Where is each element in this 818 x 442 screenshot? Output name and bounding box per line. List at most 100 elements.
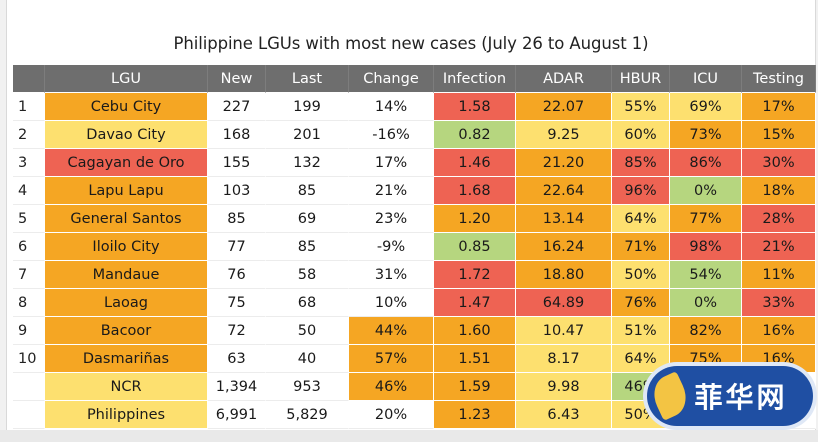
header-change: Change — [349, 65, 434, 93]
cell-lgu: Lapu Lapu — [45, 177, 208, 205]
cell-testing: 28% — [742, 205, 816, 233]
cell-testing: 21% — [742, 233, 816, 261]
cell-icu: 86% — [670, 149, 742, 177]
cell-infection: 1.46 — [434, 149, 516, 177]
cell-lgu: General Santos — [45, 205, 208, 233]
cell-new: 85 — [208, 205, 266, 233]
cell-new: 168 — [208, 121, 266, 149]
cell-icu: 98% — [670, 233, 742, 261]
cell-icu: 69% — [670, 93, 742, 121]
cell-last: 201 — [266, 121, 349, 149]
cell-adar: 13.14 — [516, 205, 612, 233]
header-adar: ADAR — [516, 65, 612, 93]
cell-adar: 6.43 — [516, 401, 612, 429]
cell-adar: 22.64 — [516, 177, 612, 205]
cell-hbur: 55% — [612, 93, 670, 121]
cell-index: 8 — [13, 289, 45, 317]
cell-infection: 1.47 — [434, 289, 516, 317]
cell-infection: 1.60 — [434, 317, 516, 345]
cell-hbur: 96% — [612, 177, 670, 205]
cell-infection: 0.85 — [434, 233, 516, 261]
cell-infection: 0.82 — [434, 121, 516, 149]
cell-index — [13, 401, 45, 429]
cell-hbur: 64% — [612, 205, 670, 233]
cell-lgu: Davao City — [45, 121, 208, 149]
cell-hbur: 71% — [612, 233, 670, 261]
cell-change: 57% — [349, 345, 434, 373]
cell-infection: 1.72 — [434, 261, 516, 289]
cell-testing: 30% — [742, 149, 816, 177]
cell-adar: 8.17 — [516, 345, 612, 373]
cell-testing: 15% — [742, 121, 816, 149]
cell-icu: 0% — [670, 289, 742, 317]
cell-hbur: 50% — [612, 401, 670, 429]
cell-index: 3 — [13, 149, 45, 177]
cell-new: 227 — [208, 93, 266, 121]
table-card: Philippine LGUs with most new cases (Jul… — [6, 0, 816, 438]
cell-lgu: Dasmariñas — [45, 345, 208, 373]
cell-new: 77 — [208, 233, 266, 261]
cell-adar: 22.07 — [516, 93, 612, 121]
cell-new: 103 — [208, 177, 266, 205]
cell-lgu: Iloilo City — [45, 233, 208, 261]
cell-icu: 77% — [670, 205, 742, 233]
cell-adar: 64.89 — [516, 289, 612, 317]
cell-last: 5,829 — [266, 401, 349, 429]
cell-new: 6,991 — [208, 401, 266, 429]
cell-icu: 82% — [670, 317, 742, 345]
cell-lgu: Cagayan de Oro — [45, 149, 208, 177]
cell-change: -9% — [349, 233, 434, 261]
cell-hbur: 85% — [612, 149, 670, 177]
cell-lgu: Laoag — [45, 289, 208, 317]
cell-change: -16% — [349, 121, 434, 149]
bottom-bar — [0, 430, 818, 442]
cell-index: 9 — [13, 317, 45, 345]
cell-change: 17% — [349, 149, 434, 177]
header-hbur: HBUR — [612, 65, 670, 93]
cell-index: 2 — [13, 121, 45, 149]
cell-last: 40 — [266, 345, 349, 373]
header-icu: ICU — [670, 65, 742, 93]
cell-last: 132 — [266, 149, 349, 177]
cell-new: 155 — [208, 149, 266, 177]
cell-last: 85 — [266, 233, 349, 261]
cell-hbur: 50% — [612, 261, 670, 289]
cell-change: 44% — [349, 317, 434, 345]
cell-last: 50 — [266, 317, 349, 345]
cell-adar: 9.98 — [516, 373, 612, 401]
cell-index: 7 — [13, 261, 45, 289]
cell-lgu: Philippines — [45, 401, 208, 429]
cell-index: 5 — [13, 205, 45, 233]
cell-change: 46% — [349, 373, 434, 401]
cell-change: 20% — [349, 401, 434, 429]
cell-lgu: Mandaue — [45, 261, 208, 289]
cell-lgu: Cebu City — [45, 93, 208, 121]
cell-new: 72 — [208, 317, 266, 345]
watermark-text: 菲华网 — [694, 381, 788, 414]
cell-index: 6 — [13, 233, 45, 261]
cell-infection: 1.23 — [434, 401, 516, 429]
cell-new: 76 — [208, 261, 266, 289]
cell-icu: 73% — [670, 121, 742, 149]
cell-index — [13, 373, 45, 401]
cell-lgu: NCR — [45, 373, 208, 401]
cell-hbur: 51% — [612, 317, 670, 345]
cell-last: 69 — [266, 205, 349, 233]
cell-change: 23% — [349, 205, 434, 233]
cell-infection: 1.58 — [434, 93, 516, 121]
cell-adar: 18.80 — [516, 261, 612, 289]
cell-infection: 1.20 — [434, 205, 516, 233]
cell-last: 953 — [266, 373, 349, 401]
cell-testing: 18% — [742, 177, 816, 205]
cell-lgu: Bacoor — [45, 317, 208, 345]
cell-change: 21% — [349, 177, 434, 205]
cell-testing: 16% — [742, 317, 816, 345]
cell-hbur: 64% — [612, 345, 670, 373]
cell-infection: 1.51 — [434, 345, 516, 373]
cell-icu: 54% — [670, 261, 742, 289]
cell-index: 10 — [13, 345, 45, 373]
header-index — [13, 65, 45, 93]
cell-last: 199 — [266, 93, 349, 121]
cell-testing: 11% — [742, 261, 816, 289]
cell-last: 85 — [266, 177, 349, 205]
